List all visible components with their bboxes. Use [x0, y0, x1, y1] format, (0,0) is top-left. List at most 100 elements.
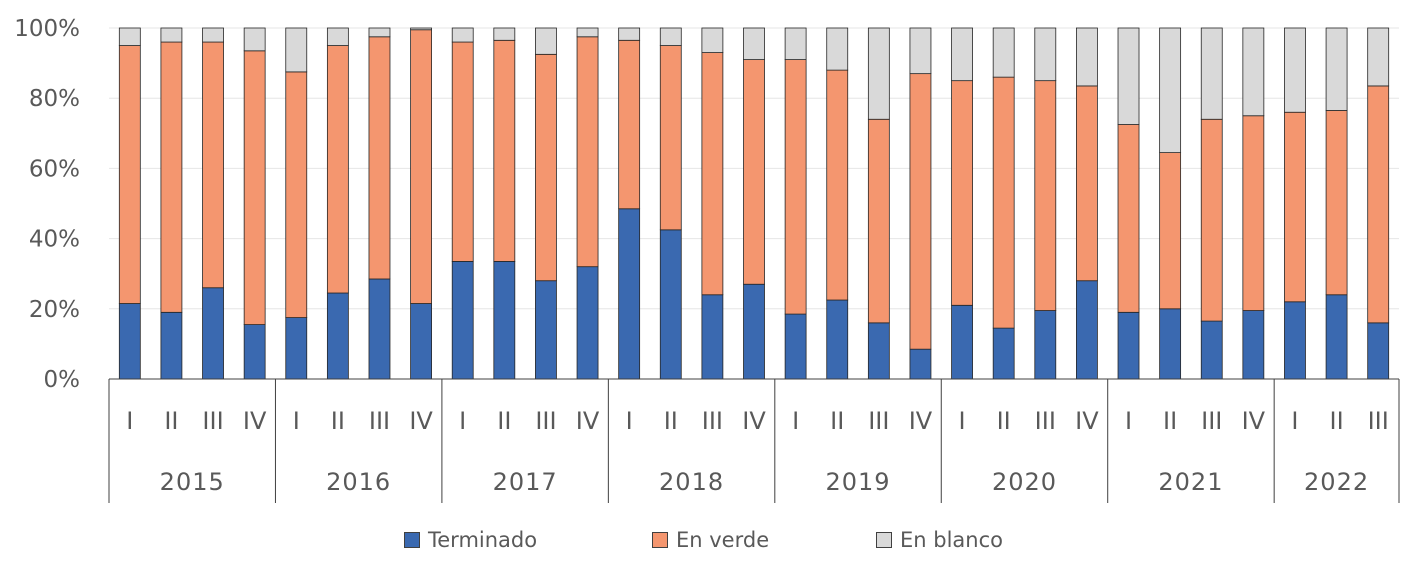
x-tick-label-quarter: III — [702, 407, 723, 435]
x-tick-label-quarter: I — [459, 407, 466, 435]
bar-en-verde — [951, 80, 973, 306]
y-tick-label: 80% — [29, 86, 80, 112]
x-tick-label-year: 2021 — [1158, 468, 1223, 496]
x-tick-label-year: 2016 — [326, 468, 391, 496]
bar-en-blanco — [909, 27, 932, 75]
x-tick-label-quarter: II — [497, 407, 511, 435]
bar-terminado — [326, 292, 349, 380]
bar-terminado — [951, 304, 973, 380]
x-tick-label-quarter: I — [1291, 407, 1298, 435]
x-tick-label-quarter: II — [664, 407, 678, 435]
bar-en-verde — [118, 45, 141, 304]
bar-en-verde — [867, 118, 890, 324]
bar-en-verde — [1325, 110, 1348, 296]
bar-terminado — [535, 280, 557, 380]
bar-terminado — [1284, 301, 1306, 380]
x-tick-label-year: 2020 — [992, 468, 1057, 496]
bar-terminado — [909, 348, 932, 380]
bar-en-blanco — [1200, 27, 1223, 120]
bar-en-blanco — [410, 27, 433, 31]
x-tick-label-quarter: IV — [1242, 407, 1266, 435]
bar-en-verde — [1200, 118, 1223, 322]
bar-en-verde — [618, 39, 641, 210]
bar-en-blanco — [118, 27, 141, 46]
x-tick-label-quarter: II — [331, 407, 345, 435]
bar-en-verde — [285, 71, 308, 318]
bar-en-blanco — [1159, 27, 1182, 153]
bar-en-blanco — [1284, 27, 1306, 113]
bar-en-blanco — [202, 27, 224, 43]
bar-terminado — [368, 278, 391, 380]
bar-terminado — [1325, 294, 1348, 380]
x-tick-label-quarter: II — [1163, 407, 1177, 435]
legend-swatch-en-blanco — [876, 532, 892, 548]
bar-en-verde — [784, 59, 807, 315]
x-tick-label-quarter: II — [997, 407, 1011, 435]
x-tick-label-quarter: III — [1201, 407, 1222, 435]
bar-en-verde — [1159, 152, 1182, 310]
bar-en-verde — [160, 41, 183, 313]
bar-en-verde — [826, 69, 849, 301]
bar-en-blanco — [576, 27, 599, 38]
bar-en-verde — [410, 29, 433, 304]
y-tick-label: 20% — [29, 297, 80, 323]
x-tick-label-quarter: IV — [243, 407, 267, 435]
bar-en-blanco — [243, 27, 266, 52]
legend-swatch-terminado — [404, 532, 420, 548]
bar-en-verde — [368, 36, 391, 280]
x-tick-label-quarter: I — [293, 407, 300, 435]
bar-terminado — [1034, 310, 1057, 380]
x-tick-label-year: 2018 — [659, 468, 724, 496]
y-axis: 0% 20% 40% 60% 80% 100% — [14, 16, 80, 393]
bar-en-verde — [326, 45, 349, 294]
bar-en-verde — [451, 41, 474, 262]
bar-en-blanco — [535, 27, 557, 55]
x-tick-label-quarter: I — [792, 407, 799, 435]
y-tick-label: 60% — [29, 156, 80, 182]
x-tick-label-quarter: IV — [409, 407, 433, 435]
bar-en-blanco — [826, 27, 849, 71]
bar-en-verde — [909, 73, 932, 350]
legend-swatch-en-verde — [652, 532, 668, 548]
bar-en-blanco — [992, 27, 1015, 78]
x-tick-label-quarter: III — [1035, 407, 1056, 435]
bar-en-blanco — [701, 27, 724, 53]
bar-terminado — [1367, 322, 1390, 380]
legend-label-terminado: Terminado — [428, 528, 538, 552]
bar-en-verde — [1034, 80, 1057, 311]
x-tick-label-quarter: II — [1330, 407, 1344, 435]
x-tick-label-quarter: I — [959, 407, 966, 435]
bar-terminado — [1242, 310, 1265, 380]
bar-en-verde — [243, 50, 266, 325]
bar-en-blanco — [285, 27, 308, 73]
bar-en-verde — [1367, 85, 1390, 324]
bar-en-verde — [576, 36, 599, 268]
bar-en-blanco — [659, 27, 682, 46]
bar-terminado — [743, 283, 765, 380]
legend: Terminado En verde En blanco — [0, 528, 1417, 558]
bar-en-blanco — [1242, 27, 1265, 117]
y-tick-label: 100% — [14, 16, 80, 42]
bar-terminado — [826, 299, 849, 380]
bar-terminado — [118, 303, 141, 380]
legend-label-en-blanco: En blanco — [900, 528, 1003, 552]
x-tick-label-quarter: III — [868, 407, 889, 435]
x-tick-label-year: 2019 — [825, 468, 890, 496]
y-tick-label: 0% — [44, 367, 81, 393]
x-tick-label-year: 2015 — [160, 468, 225, 496]
x-tick-label-quarter: IV — [742, 407, 766, 435]
legend-item-en-verde: En verde — [652, 528, 769, 552]
legend-label-en-verde: En verde — [676, 528, 770, 552]
bar-en-blanco — [743, 27, 765, 60]
bar-terminado — [659, 229, 682, 380]
bar-en-blanco — [1367, 27, 1390, 87]
legend-item-en-blanco: En blanco — [876, 528, 1003, 552]
bar-en-verde — [1284, 111, 1306, 303]
bar-en-blanco — [493, 27, 516, 41]
bar-terminado — [160, 311, 183, 380]
bar-terminado — [1200, 320, 1223, 380]
bar-en-blanco — [160, 27, 183, 43]
bar-terminado — [243, 324, 266, 380]
bar-en-verde — [202, 41, 224, 289]
x-tick-label-quarter: II — [830, 407, 844, 435]
